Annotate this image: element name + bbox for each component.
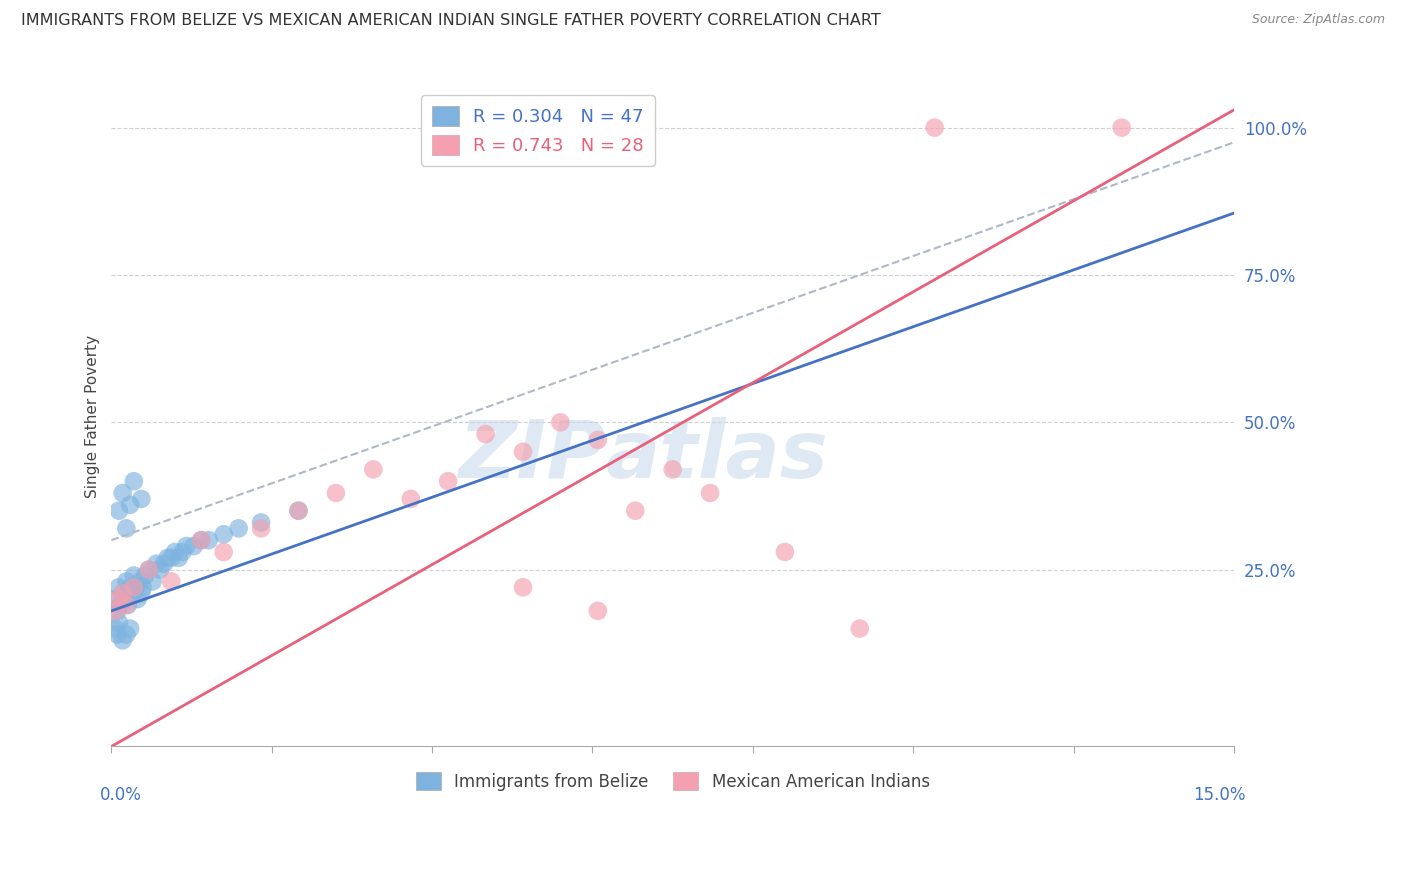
Text: Source: ZipAtlas.com: Source: ZipAtlas.com (1251, 13, 1385, 27)
Point (122, 474, 145, 488)
Point (105, 604, 128, 618)
Point (120, 498, 142, 512)
Point (115, 598, 138, 612)
Point (111, 633, 134, 648)
Point (250, 521, 273, 535)
Point (399, 491, 422, 506)
Y-axis label: Single Father Poverty: Single Father Poverty (86, 334, 100, 498)
Point (550, 415, 572, 429)
Point (699, 486, 721, 500)
Point (108, 504, 131, 518)
Point (363, 462, 385, 476)
Point (287, 504, 309, 518)
Point (149, 563, 172, 577)
Point (437, 474, 460, 488)
Point (190, 533, 212, 548)
Point (131, 491, 153, 506)
Point (325, 486, 347, 500)
Point (108, 580, 131, 594)
Point (156, 550, 179, 565)
Point (1111, 120, 1133, 135)
Point (197, 533, 219, 548)
Text: ZIP: ZIP (458, 417, 606, 495)
Point (127, 592, 149, 607)
Point (190, 533, 212, 548)
Point (115, 627, 138, 641)
Point (924, 120, 946, 135)
Point (212, 527, 235, 541)
Text: IMMIGRANTS FROM BELIZE VS MEXICAN AMERICAN INDIAN SINGLE FATHER POVERTY CORRELAT: IMMIGRANTS FROM BELIZE VS MEXICAN AMERIC… (21, 13, 880, 29)
Point (110, 598, 132, 612)
Point (120, 622, 142, 636)
Text: 0.0%: 0.0% (100, 786, 142, 804)
Point (108, 592, 131, 607)
Point (115, 521, 138, 535)
Legend: Immigrants from Belize, Mexican American Indians: Immigrants from Belize, Mexican American… (409, 765, 936, 797)
Point (104, 592, 127, 607)
Point (172, 545, 194, 559)
Point (134, 568, 156, 582)
Point (287, 504, 309, 518)
Point (250, 516, 273, 530)
Point (117, 598, 139, 612)
Point (111, 586, 134, 600)
Point (138, 563, 160, 577)
Point (104, 604, 127, 618)
Point (138, 563, 160, 577)
Text: 15.0%: 15.0% (1192, 786, 1246, 804)
Point (212, 545, 235, 559)
Point (111, 586, 134, 600)
Point (131, 586, 153, 600)
Point (114, 592, 136, 607)
Point (174, 539, 197, 553)
Point (122, 568, 145, 582)
Point (121, 586, 143, 600)
Point (145, 557, 167, 571)
Point (105, 627, 128, 641)
Point (624, 504, 647, 518)
Point (160, 550, 183, 565)
Point (122, 580, 145, 594)
Point (167, 550, 190, 565)
Point (104, 622, 127, 636)
Point (152, 557, 174, 571)
Point (586, 433, 609, 447)
Point (183, 539, 205, 553)
Point (160, 574, 183, 589)
Point (115, 574, 138, 589)
Point (132, 580, 155, 594)
Point (111, 486, 134, 500)
Point (586, 604, 609, 618)
Point (120, 580, 142, 594)
Point (228, 521, 250, 535)
Point (512, 444, 534, 458)
Point (773, 545, 796, 559)
Point (661, 462, 683, 476)
Text: atlas: atlas (606, 417, 828, 495)
Point (163, 545, 186, 559)
Point (474, 427, 496, 442)
Point (128, 574, 150, 589)
Point (108, 615, 131, 630)
Point (512, 580, 534, 594)
Point (142, 574, 165, 589)
Point (124, 580, 146, 594)
Point (848, 622, 870, 636)
